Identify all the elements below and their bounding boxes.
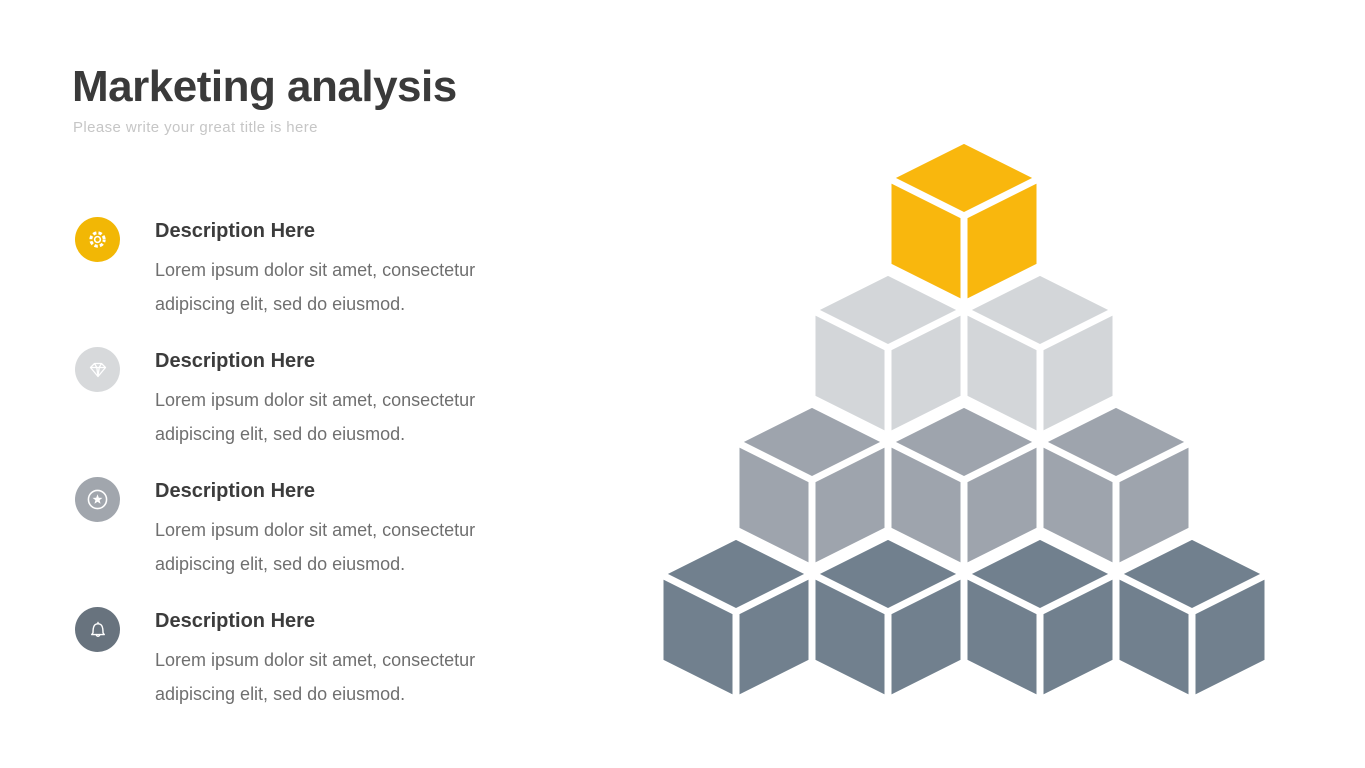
star-icon (75, 477, 120, 522)
item-body: Lorem ipsum dolor sit amet, consectetur … (155, 260, 476, 314)
item-body: Lorem ipsum dolor sit amet, consectetur … (155, 390, 476, 444)
bell-icon-glyph (90, 621, 105, 637)
item-heading: Description Here (155, 480, 316, 502)
gear-icon (75, 217, 120, 262)
list-item: Description Here Lorem ipsum dolor sit a… (75, 477, 515, 583)
item-body: Lorem ipsum dolor sit amet, consectetur … (155, 520, 476, 574)
list-item-text: Description Here Lorem ipsum dolor sit a… (155, 347, 517, 451)
item-heading: Description Here (155, 610, 316, 632)
list-item-text: Description Here Lorem ipsum dolor sit a… (155, 477, 517, 581)
cube-face (1112, 436, 1196, 574)
list-item: Description Here Lorem ipsum dolor sit a… (75, 347, 515, 453)
cube-face (1036, 304, 1120, 442)
cube-face (960, 172, 1044, 310)
item-heading: Description Here (155, 220, 316, 242)
list-item-text: Description Here Lorem ipsum dolor sit a… (155, 607, 517, 711)
diamond-icon (75, 347, 120, 392)
cube-pyramid-graphic (652, 136, 1276, 706)
bell-icon (75, 607, 120, 652)
page-title: Marketing analysis (72, 62, 457, 111)
list-item: Description Here Lorem ipsum dolor sit a… (75, 217, 515, 323)
slide-header: Marketing analysis Please write your gre… (72, 62, 457, 137)
list-item: Description Here Lorem ipsum dolor sit a… (75, 607, 515, 713)
item-body: Lorem ipsum dolor sit amet, consectetur … (155, 650, 476, 704)
cube-face (1188, 568, 1272, 706)
item-heading: Description Here (155, 350, 316, 372)
gear-icon-glyph (89, 231, 106, 248)
star-icon-glyph (87, 489, 108, 510)
diamond-icon-glyph (89, 362, 106, 377)
description-list: Description Here Lorem ipsum dolor sit a… (75, 217, 515, 737)
list-item-text: Description Here Lorem ipsum dolor sit a… (155, 217, 517, 321)
page-subtitle: Please write your great title is here (73, 119, 318, 137)
